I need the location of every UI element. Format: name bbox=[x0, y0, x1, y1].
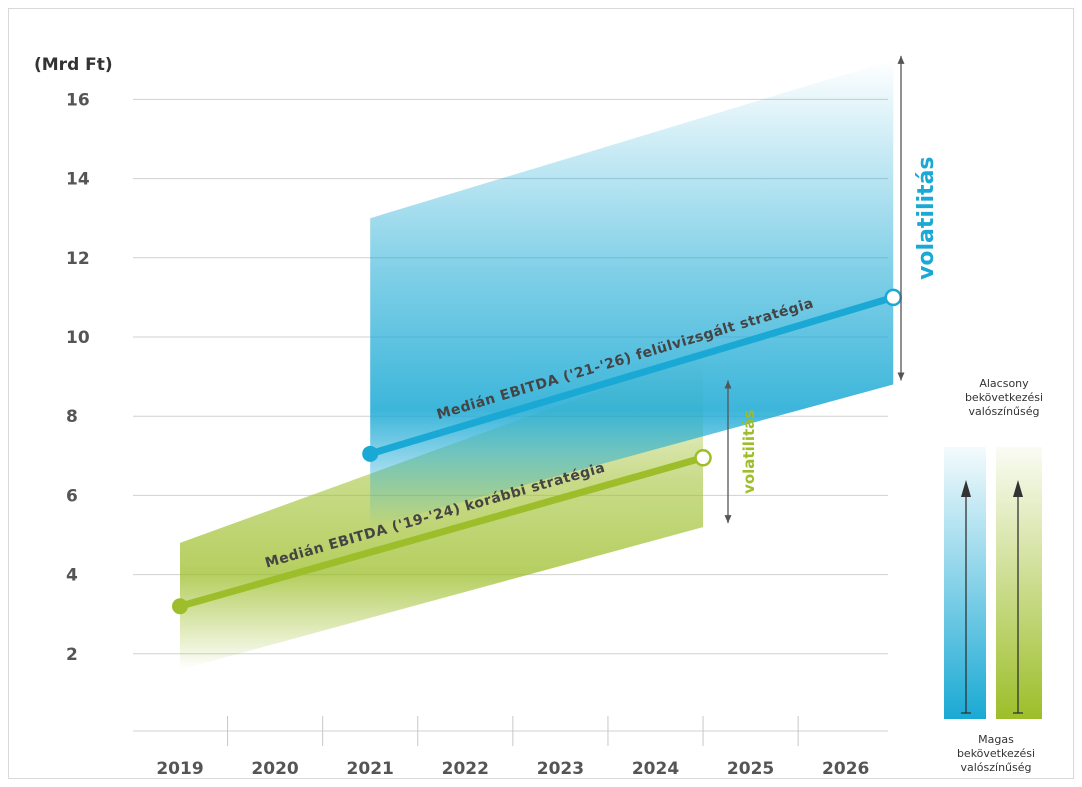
volatility-small-arrow-head-down bbox=[724, 515, 732, 524]
series-start-point-2 bbox=[362, 445, 379, 462]
x-tick-label: 2020 bbox=[251, 759, 298, 779]
y-tick-label: 12 bbox=[66, 249, 90, 269]
x-tick-label: 2025 bbox=[727, 759, 774, 779]
series-start-point-1 bbox=[172, 598, 188, 615]
chart-frame bbox=[8, 8, 1074, 779]
volatility-band-2 bbox=[370, 59, 894, 528]
y-tick-label: 10 bbox=[66, 328, 90, 348]
y-tick-label: 6 bbox=[66, 486, 78, 506]
legend-top-text-line: bekövetkezési bbox=[965, 391, 1043, 404]
legend-top-text-line: valószínűség bbox=[968, 405, 1039, 418]
x-tick-label: 2022 bbox=[442, 759, 489, 779]
series-line-1 bbox=[176, 454, 707, 610]
volatility-small-label: volatilitás bbox=[740, 410, 758, 494]
y-tick-label: 4 bbox=[66, 566, 78, 586]
x-tick-label: 2023 bbox=[537, 759, 584, 779]
legend-arrow-head-2 bbox=[1013, 480, 1023, 497]
volatility-large-arrow-head-down bbox=[897, 372, 905, 381]
volatility-large-label: volatilitás bbox=[914, 156, 939, 279]
x-tick-label: 2024 bbox=[632, 759, 679, 779]
y-unit-label: (Mrd Ft) bbox=[34, 55, 113, 75]
legend-arrow-head-1 bbox=[961, 480, 971, 497]
y-tick-label: 16 bbox=[66, 90, 90, 110]
series-end-point-1 bbox=[694, 449, 712, 467]
y-tick-label: 14 bbox=[66, 170, 90, 190]
volatility-large-arrow-head-up bbox=[897, 55, 905, 64]
legend-bottom-text-line: Magas bbox=[978, 733, 1014, 746]
legend-bottom-text-line: valószínűség bbox=[960, 761, 1031, 774]
volatility-small-arrow-head-up bbox=[724, 380, 732, 389]
y-tick-label: 8 bbox=[66, 407, 78, 427]
y-tick-label: 2 bbox=[66, 645, 78, 665]
legend-top-text-line: Alacsony bbox=[979, 377, 1029, 390]
x-tick-label: 2021 bbox=[347, 759, 394, 779]
x-tick-label: 2026 bbox=[822, 759, 869, 779]
series-end-point-2 bbox=[884, 288, 902, 307]
x-tick-label: 2019 bbox=[156, 759, 203, 779]
legend-bottom-text-line: bekövetkezési bbox=[957, 747, 1035, 760]
series-line-2 bbox=[366, 293, 897, 458]
